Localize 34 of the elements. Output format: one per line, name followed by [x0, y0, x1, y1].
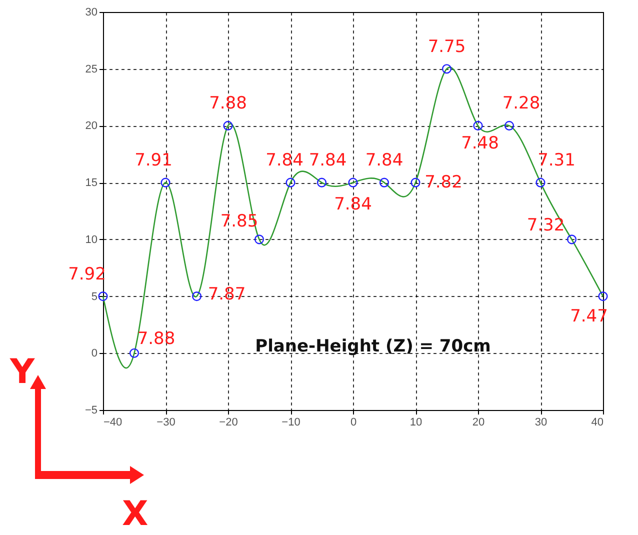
annotation: 7.84 [365, 150, 404, 171]
y-tick-label: 0 [91, 348, 98, 360]
x-tick-label: −30 [156, 416, 176, 428]
annotation: 7.84 [308, 150, 347, 171]
x-tick-label: 20 [472, 416, 485, 428]
x-axis-title: X [122, 494, 148, 534]
annotation: 7.48 [461, 134, 499, 154]
x-tick-label: 0 [350, 416, 357, 428]
y-tick-label: 15 [85, 177, 98, 190]
annotation: 7.91 [134, 150, 172, 171]
x-tick-label: 40 [591, 416, 604, 428]
annotation: 7.87 [208, 284, 246, 304]
y-tick-label: −5 [84, 404, 98, 416]
x-tick-label: 10 [410, 416, 422, 428]
annotation: 7.84 [334, 194, 372, 215]
annotation: 7.75 [428, 36, 466, 57]
x-tick-label: −40 [104, 416, 122, 428]
y-axis-title: Y [10, 352, 35, 392]
x-tick-label: −20 [219, 416, 238, 428]
annotation: 7.31 [538, 150, 576, 171]
x-tick-label: −10 [282, 416, 300, 428]
annotation: 7.88 [137, 329, 176, 350]
y-tick-label: 25 [85, 63, 98, 76]
x-tick-label: 30 [534, 416, 548, 428]
y-tick-label: 10 [85, 234, 98, 246]
annotation: Plane-Height (Z) = 70cm [255, 336, 491, 356]
annotation: 7.32 [526, 215, 565, 236]
annotation: 7.28 [502, 94, 540, 114]
annotation: 7.84 [266, 150, 304, 171]
annotation: 7.88 [209, 94, 247, 114]
y-tick-label: 5 [91, 290, 98, 303]
annotation: 7.82 [424, 172, 462, 193]
y-tick-label: 30 [85, 6, 98, 18]
y-tick-label: 20 [85, 120, 98, 132]
